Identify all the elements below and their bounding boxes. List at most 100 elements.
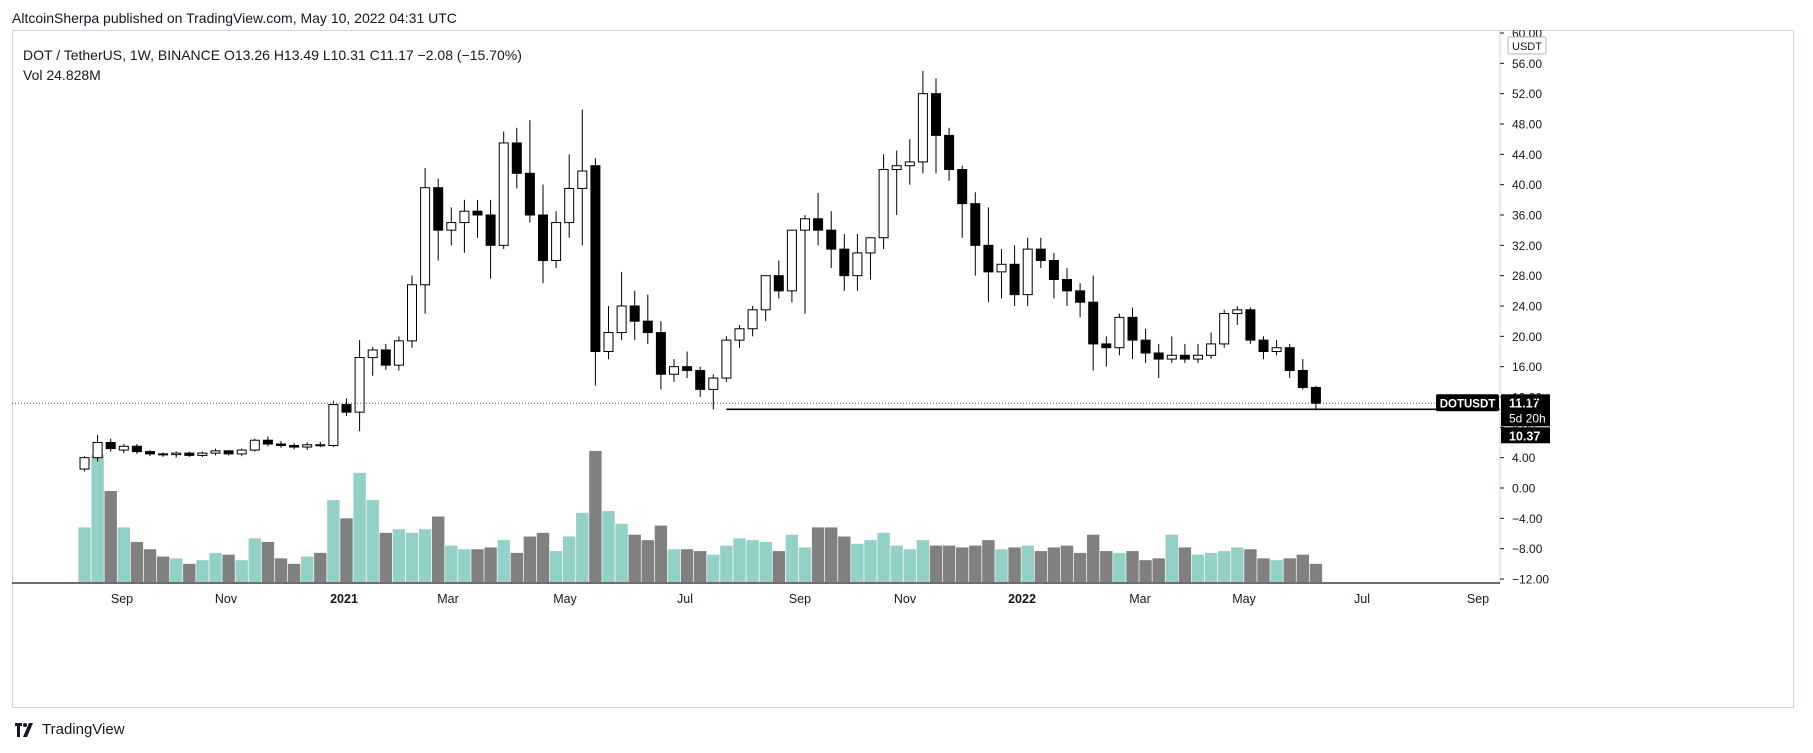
candle — [800, 215, 810, 314]
brand[interactable]: TradingView — [12, 721, 125, 738]
candle-body — [1062, 278, 1072, 292]
candle — [1245, 307, 1256, 344]
candle — [944, 127, 955, 181]
candle — [524, 120, 535, 223]
volume-bar — [497, 540, 510, 582]
candle-body — [79, 457, 90, 470]
line-level-badge — [1501, 427, 1550, 444]
legend-close: C11.17 — [369, 47, 414, 63]
candle — [564, 154, 575, 238]
candle — [92, 434, 103, 462]
volume-bar — [877, 532, 890, 582]
candle-body — [891, 165, 902, 170]
candle — [367, 346, 378, 376]
candle-body — [996, 263, 1007, 273]
candle — [826, 211, 837, 269]
candle-body — [1075, 290, 1086, 303]
candle-body — [931, 93, 941, 136]
price-tick-label: 0.00 — [1512, 482, 1536, 496]
candle-body — [839, 248, 850, 277]
candle-body — [1206, 343, 1217, 356]
candle-body — [1232, 309, 1243, 315]
volume-bar — [811, 527, 825, 582]
candle-body — [184, 452, 195, 456]
volume-bar — [1060, 545, 1074, 582]
candle — [289, 443, 300, 450]
volume-bar — [1100, 551, 1113, 582]
candle — [1179, 343, 1190, 363]
volume-bar — [733, 538, 746, 582]
candle-body — [302, 444, 313, 448]
candle — [1140, 328, 1151, 363]
candle — [393, 336, 404, 371]
time-tick-label: 2022 — [1008, 592, 1036, 606]
volume-bar — [445, 545, 458, 582]
volume-bar — [523, 536, 537, 582]
volume-bar — [1309, 563, 1323, 582]
candle-body — [551, 222, 562, 261]
volume-bar — [78, 527, 91, 582]
volume-bar — [1047, 547, 1061, 582]
candle — [1153, 343, 1164, 379]
volume-bar — [707, 554, 720, 582]
candle-body — [1009, 263, 1020, 296]
candle-body — [826, 229, 837, 250]
candle-body — [446, 222, 457, 231]
candle — [865, 237, 876, 280]
candle — [1114, 313, 1125, 356]
candle — [145, 450, 155, 457]
candle-body — [1193, 354, 1203, 360]
candlesticks — [79, 70, 1321, 472]
candle-body — [682, 366, 693, 371]
candle-body — [1179, 354, 1190, 360]
volume-bar — [825, 527, 838, 582]
candle-body — [944, 134, 955, 170]
volume-bar — [628, 534, 641, 582]
currency-label: USDT — [1512, 41, 1542, 53]
candle-body — [1114, 316, 1125, 349]
volume-bars — [78, 450, 1323, 582]
candle — [184, 451, 195, 457]
candle-body — [904, 161, 915, 167]
legend-vol-value: 24.828M — [46, 67, 101, 83]
candle — [1088, 275, 1099, 371]
candle — [708, 374, 719, 410]
candle-body — [1297, 369, 1308, 388]
price-tick-label: 36.00 — [1512, 209, 1542, 223]
price-tick-label: 48.00 — [1512, 118, 1542, 132]
candle — [970, 192, 981, 276]
volume-bar — [353, 472, 366, 582]
candle — [498, 131, 509, 250]
time-tick-label: Nov — [894, 592, 917, 606]
time-tick-label: Sep — [789, 592, 811, 606]
candle-body — [616, 305, 627, 334]
legend-vol-label[interactable]: Vol — [23, 67, 43, 83]
candle-body — [1048, 260, 1059, 280]
candle — [1166, 336, 1177, 363]
volume-bar — [680, 549, 694, 582]
candle-body — [590, 165, 601, 352]
candle-body — [734, 328, 745, 341]
candle — [341, 398, 352, 416]
candle-body — [315, 444, 326, 447]
candle — [1297, 359, 1308, 390]
candle — [551, 211, 562, 269]
volume-bar — [510, 552, 523, 582]
time-tick-label: 2021 — [330, 592, 358, 606]
volume-bar — [418, 529, 432, 582]
volume-bar — [392, 529, 406, 582]
candle-body — [210, 450, 221, 454]
volume-bar — [785, 534, 799, 582]
volume-bar — [969, 545, 982, 582]
candle — [1271, 340, 1282, 356]
candle — [734, 324, 745, 348]
candle — [590, 158, 601, 386]
price-tick-label: −4.00 — [1512, 512, 1543, 526]
candle — [721, 336, 732, 382]
candle-body — [1310, 386, 1321, 404]
candle — [354, 340, 365, 432]
legend-symbol[interactable]: DOT / TetherUS, 1W, BINANCE — [23, 47, 221, 63]
volume-bar — [183, 563, 196, 582]
candle — [786, 229, 797, 303]
